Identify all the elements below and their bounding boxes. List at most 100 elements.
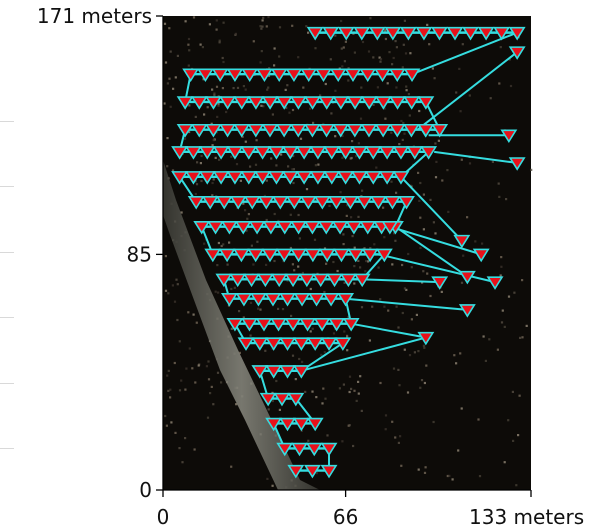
- camera-marker: [289, 96, 307, 110]
- cloud-speckle: [417, 171, 420, 174]
- cloud-speckle: [166, 82, 169, 85]
- cloud-speckle: [315, 396, 318, 399]
- cloud-speckle: [197, 364, 200, 367]
- camera-marker: [458, 270, 476, 285]
- cloud-speckle: [217, 103, 220, 106]
- cloud-speckle: [266, 88, 269, 91]
- camera-marker: [486, 276, 504, 290]
- cloud-speckle: [214, 156, 217, 159]
- cloud-speckle: [242, 85, 245, 88]
- cloud-speckle: [499, 274, 502, 277]
- cloud-speckle: [211, 88, 214, 91]
- cloud-speckle: [509, 84, 513, 88]
- cloud-speckle: [194, 180, 197, 183]
- cloud-speckle: [395, 305, 398, 308]
- cloud-speckle: [216, 264, 219, 267]
- cloud-speckle: [277, 307, 280, 310]
- camera-marker: [378, 171, 396, 185]
- camera-marker: [309, 146, 327, 160]
- camera-marker: [284, 273, 302, 288]
- camera-marker: [247, 123, 265, 138]
- cloud-speckle: [173, 361, 176, 365]
- cloud-speckle: [360, 306, 364, 309]
- camera-marker: [326, 273, 343, 288]
- camera-marker: [458, 304, 476, 318]
- cloud-speckle: [323, 290, 326, 294]
- cloud-speckle: [429, 198, 432, 201]
- cloud-speckle: [267, 408, 270, 411]
- camera-marker: [313, 196, 331, 210]
- camera-marker: [318, 248, 336, 263]
- cloud-speckle: [378, 56, 381, 59]
- cloud-speckle: [164, 61, 168, 64]
- cloud-speckle: [192, 313, 195, 316]
- camera-marker: [403, 68, 421, 83]
- cloud-speckle: [460, 281, 464, 284]
- cloud-speckle: [263, 194, 266, 198]
- cloud-speckle: [349, 157, 352, 160]
- cloud-speckle: [239, 179, 242, 182]
- cloud-speckle: [255, 139, 258, 142]
- camera-marker: [304, 248, 322, 263]
- camera-marker: [309, 171, 327, 185]
- cloud-speckle: [369, 247, 372, 250]
- cloud-speckle: [419, 181, 422, 185]
- camera-marker: [292, 417, 310, 432]
- cloud-speckle: [489, 97, 492, 100]
- cloud-speckle: [213, 92, 216, 95]
- cloud-speckle: [407, 252, 410, 256]
- cloud-speckle: [292, 154, 295, 158]
- camera-marker: [332, 96, 350, 110]
- cloud-speckle: [264, 349, 267, 352]
- camera-marker: [243, 196, 261, 210]
- cloud-speckle: [202, 78, 205, 81]
- cloud-speckle: [395, 46, 398, 49]
- camera-marker: [398, 196, 415, 210]
- cloud-speckle: [291, 263, 294, 266]
- cloud-speckle: [181, 461, 184, 464]
- cloud-speckle: [517, 434, 520, 437]
- cloud-speckle: [242, 202, 245, 205]
- camera-marker: [322, 293, 340, 307]
- cloud-speckle: [457, 449, 460, 452]
- cloud-speckle: [242, 316, 245, 319]
- cloud-speckle: [369, 17, 372, 20]
- cloud-speckle: [288, 111, 291, 114]
- flight-link: [301, 336, 427, 372]
- camera-marker: [347, 248, 365, 263]
- cloud-speckle: [180, 379, 183, 382]
- camera-marker: [417, 96, 435, 110]
- cloud-speckle: [323, 247, 327, 250]
- camera-marker: [256, 273, 274, 288]
- cloud-speckle: [185, 367, 188, 370]
- camera-marker: [270, 68, 288, 83]
- camera-marker: [320, 442, 338, 457]
- camera-marker: [204, 123, 222, 138]
- camera-marker: [431, 26, 448, 41]
- cloud-speckle: [294, 378, 297, 381]
- cloud-speckle: [307, 439, 310, 442]
- cloud-speckle: [372, 103, 375, 106]
- camera-marker: [327, 196, 345, 210]
- cloud-speckle: [244, 88, 247, 91]
- cloud-speckle: [530, 168, 533, 171]
- cloud-speckle: [173, 300, 177, 303]
- cloud-speckle: [184, 437, 187, 440]
- cloud-speckle: [256, 240, 259, 243]
- cloud-speckle: [211, 181, 214, 185]
- cloud-speckle: [267, 74, 271, 77]
- cloud-speckle: [175, 278, 178, 281]
- camera-marker: [270, 273, 288, 288]
- cloud-speckle: [222, 21, 225, 24]
- camera-marker: [229, 196, 247, 210]
- cloud-speckle: [367, 50, 371, 53]
- cloud-speckle: [222, 243, 225, 246]
- cloud-speckle: [384, 37, 387, 41]
- cloud-speckle: [218, 41, 221, 44]
- camera-marker: [243, 273, 260, 288]
- flight-links: [301, 51, 518, 372]
- cloud-speckle: [500, 265, 503, 268]
- cloud-speckle: [249, 301, 253, 304]
- cloud-speckle: [328, 204, 331, 207]
- cloud-speckle: [169, 105, 172, 108]
